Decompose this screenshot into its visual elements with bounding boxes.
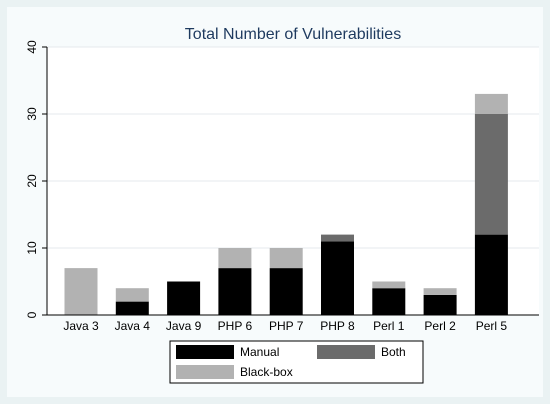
bar-both [321,234,354,242]
x-tick-label: PHP 8 [320,319,355,333]
bar-black-box [64,268,98,315]
x-tick-label: Perl 5 [476,319,508,333]
bar-black-box [474,93,508,114]
bars [64,93,508,315]
bar-manual [269,268,303,315]
y-tick-label: 20 [25,174,39,188]
x-tick-label: Java 9 [166,319,202,333]
legend-label: Both [381,345,406,359]
bar-manual [218,268,252,315]
y-tick-label: 0 [25,311,39,318]
bar-manual [167,281,201,315]
x-tick-label: Perl 2 [424,319,456,333]
bar-manual [423,294,457,315]
bar-manual [474,234,508,315]
x-tick-label: PHP 7 [269,319,304,333]
bar-black-box [269,248,303,269]
x-tick-label: Perl 1 [373,319,405,333]
bar-manual [372,288,406,315]
y-tick-label: 30 [25,107,39,121]
y-tick-label: 40 [25,40,39,54]
legend-swatch-both [317,345,375,359]
bar-both [474,114,508,235]
x-tick-label: Java 4 [115,319,151,333]
legend-swatch-black-box [176,365,234,379]
axes: 0 10 20 30 40 Java 3 Java 4 Java 9 PHP 6 PHP 7 PHP… [25,40,539,333]
legend-label: Manual [240,345,279,359]
x-tick-label: PHP 6 [218,319,253,333]
chart-title: Total Number of Vulnerabilities [185,26,401,43]
x-tick-label: Java 3 [63,319,99,333]
bar-black-box [115,288,149,302]
bar-black-box [218,248,252,269]
bar-manual [321,241,354,315]
bar-black-box [372,281,406,289]
y-tick-label: 10 [25,241,39,255]
bar-manual [115,301,149,315]
legend: Manual Both Black-box [169,340,424,384]
legend-swatch-manual [176,345,234,359]
legend-label: Black-box [240,365,293,379]
bar-black-box [423,288,457,295]
